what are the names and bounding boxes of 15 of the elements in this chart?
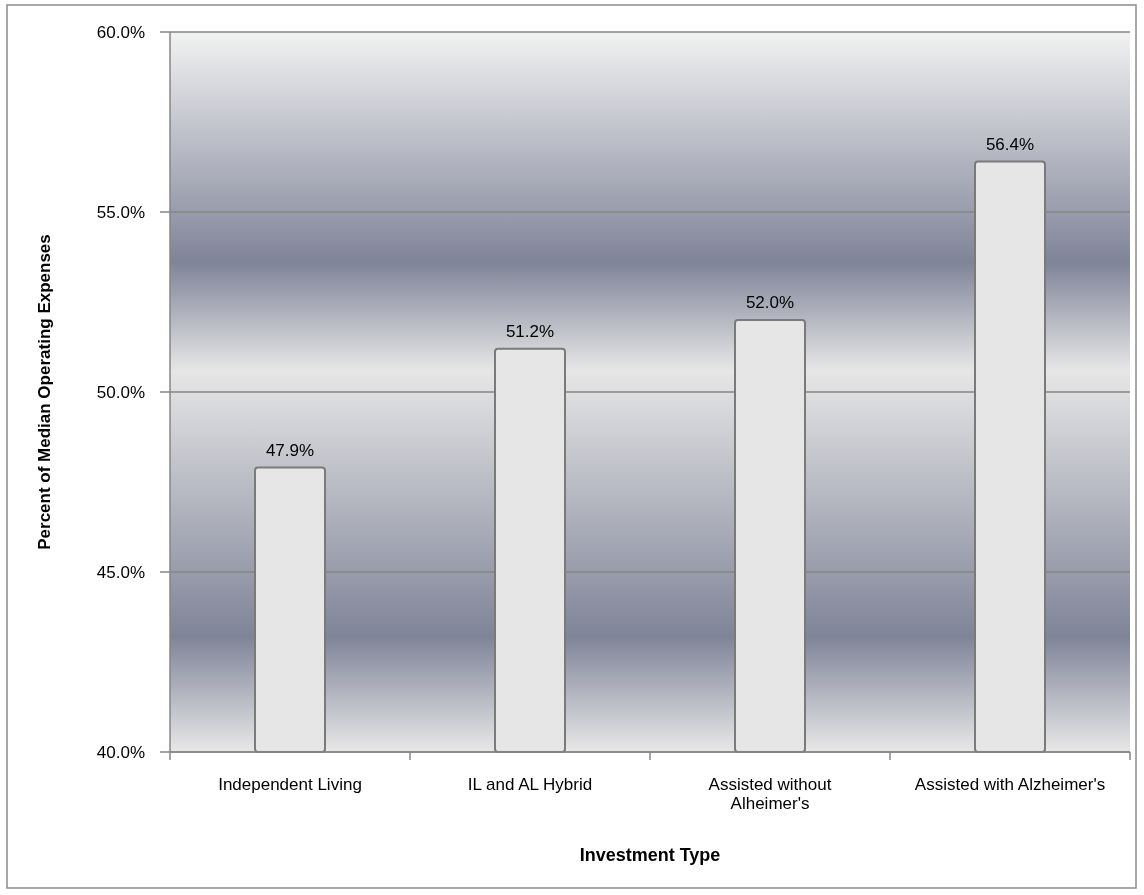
y-tick-label: 55.0%: [96, 202, 145, 222]
x-tick-label: Assisted without Alheimer's: [708, 775, 832, 813]
x-axis-title: Investment Type: [579, 845, 721, 865]
x-tick-label: IL and AL Hybrid: [467, 775, 593, 794]
data-label: 56.4%: [985, 134, 1035, 154]
data-label: 51.2%: [505, 321, 555, 341]
data-label: 52.0%: [745, 293, 795, 312]
y-tick-label: 60.0%: [96, 22, 145, 42]
y-axis-title: Percent of Median Operating Expenses: [35, 234, 54, 550]
x-tick-label: Assisted with Alzheimer's: [914, 775, 1106, 794]
y-tick-label: 50.0%: [96, 382, 145, 402]
x-tick-label: Independent Living: [218, 775, 362, 794]
y-tick-label: 45.0%: [96, 562, 145, 582]
y-tick-label: 40.0%: [96, 742, 145, 762]
data-label: 47.9%: [265, 440, 315, 460]
